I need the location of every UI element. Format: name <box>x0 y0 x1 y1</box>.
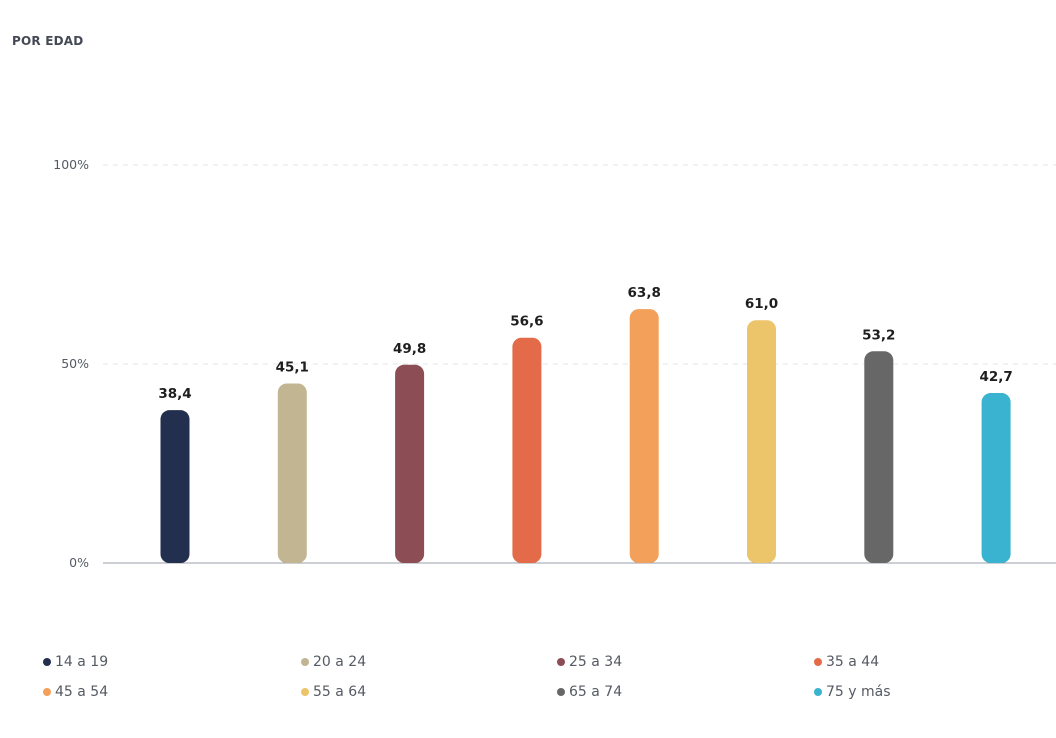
bar-1[interactable] <box>160 410 190 563</box>
bar-chart: 0% 50% 100% 38,4 45,1 49,8 56,6 63,8 61,0 53,2 42,… <box>53 157 1056 570</box>
legend-item[interactable]: 35 a 44 <box>814 654 879 670</box>
legend-label: 45 a 54 <box>55 684 109 700</box>
data-label: 63,8 <box>628 285 661 301</box>
legend-dot-icon <box>557 688 565 696</box>
chart-title: POR EDAD <box>12 34 84 48</box>
legend-label: 14 a 19 <box>55 654 109 670</box>
legend-item[interactable]: 45 a 54 <box>43 684 108 700</box>
legend-dot-icon <box>814 658 822 666</box>
data-label: 53,2 <box>862 327 895 343</box>
legend-dot-icon <box>557 658 565 666</box>
data-label: 42,7 <box>979 369 1012 385</box>
legend-item[interactable]: 25 a 34 <box>557 654 622 670</box>
data-label: 56,6 <box>510 314 543 330</box>
legend-item[interactable]: 65 a 74 <box>557 684 622 700</box>
bar-8[interactable] <box>981 393 1011 563</box>
y-tick-label: 50% <box>61 356 89 371</box>
legend-label: 35 a 44 <box>826 654 880 670</box>
legend-item[interactable]: 14 a 19 <box>43 654 108 670</box>
bar-5[interactable] <box>629 309 659 563</box>
bar-4[interactable] <box>512 337 542 563</box>
y-tick-label: 100% <box>53 157 89 172</box>
legend-item[interactable]: 75 y más <box>814 684 891 700</box>
data-label: 49,8 <box>393 341 426 357</box>
legend-label: 65 a 74 <box>569 684 623 700</box>
data-label: 45,1 <box>276 360 309 376</box>
data-label: 61,0 <box>745 296 778 312</box>
legend-dot-icon <box>43 658 51 666</box>
legend-item[interactable]: 55 a 64 <box>301 684 366 700</box>
legend-dot-icon <box>814 688 822 696</box>
legend-label: 55 a 64 <box>313 684 367 700</box>
bar-2[interactable] <box>277 383 307 563</box>
data-label: 38,4 <box>158 386 191 402</box>
y-tick-label: 0% <box>69 555 89 570</box>
bar-3[interactable] <box>395 364 425 563</box>
bar-6[interactable] <box>747 320 776 563</box>
legend-label: 20 a 24 <box>313 654 367 670</box>
legend-item[interactable]: 20 a 24 <box>301 654 366 670</box>
legend-label: 25 a 34 <box>569 654 623 670</box>
legend-dot-icon <box>301 658 309 666</box>
legend-dot-icon <box>301 688 309 696</box>
legend-label: 75 y más <box>826 684 891 700</box>
legend-dot-icon <box>43 688 51 696</box>
bar-7[interactable] <box>864 351 894 563</box>
